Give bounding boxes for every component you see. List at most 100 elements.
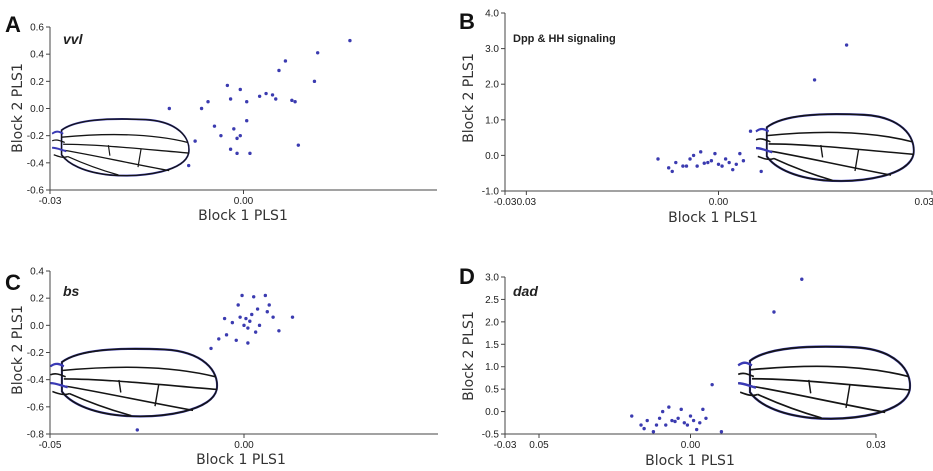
wing-illustration-d [736,345,912,420]
panel-d-x-tick-label: 0.05 [529,440,549,451]
panel-b-data-point [748,129,753,133]
panel-c-data-point [271,315,275,319]
panel-a-data-point [315,51,320,55]
panel-a-data-point [238,133,242,138]
panel-a-data-point [296,143,301,147]
panel-a-data-point [225,83,230,88]
panel-a-data-point [235,136,239,141]
panel-d-ylabel: Block 2 PLS1 [461,311,477,401]
panel-a-y-tick-label: -0.6 [27,186,45,197]
panel-c-data-point [135,428,139,432]
panel-d-data-point [645,418,649,423]
panel-c-data-point [242,323,246,328]
panel-b-data-point [656,157,660,161]
panel-b-data-point [734,162,738,166]
panel-c-xlabel: Block 1 PLS1 [196,452,286,468]
panel-b-data-point [666,166,671,170]
panel-c-data-point [224,333,229,337]
panel-d-y-tick-label: 0.5 [485,385,499,396]
panel-b: B Dpp & HH signaling 4.0 3.0 2.0 1.0 0.0 -1.0… [459,9,933,227]
panel-a: A vvl 0.60.40.20.0-0.2-0.4-0.6-0.03 0.00 … [5,12,437,224]
panel-d-data-point [639,423,643,427]
panel-a-y-tick-label: 0.2 [30,77,44,88]
panel-b-plot-area: 4.03.02.01.00.0-1.0-0.03 0.03 0.00 0.03 [482,9,933,209]
panel-c-data-point [255,307,260,311]
panel-d-y-tick-label: 1.0 [485,362,499,373]
panel-b-data-point [759,169,763,174]
panel-a-data-point [312,79,317,84]
panel-c-plot-area: 0.4 0.2 0.0 -0.2 -0.4 -0.6 -0.8-0.05 0.00 [27,267,438,451]
panel-d-data-point [664,423,668,427]
panel-b-data-point [688,157,692,161]
panel-d-data-point [698,421,702,425]
panel-c-y-tick-label: 0.0 [30,321,44,332]
panel-a-x-tick-label: 0.00 [234,196,254,207]
panel-d-data-point [772,310,776,314]
panel-a-y-tick-label: -0.4 [27,158,45,169]
panel-b-data-point [723,157,728,161]
panel-b-x-tick-label: -0.03 [494,197,517,208]
panel-d-data-point [642,426,646,431]
panel-a-data-point [167,106,172,111]
panel-c-data-point [248,319,252,323]
panel-letter-a: A [5,12,21,37]
panel-c-y-tick-label: -0.4 [27,375,45,386]
panel-c-data-point [209,346,213,351]
panel-b-data-point [706,160,710,165]
panel-a-ylabel: Block 2 PLS1 [10,63,26,153]
panel-b-data-point [699,150,703,154]
panel-c-y-tick-label: -0.6 [27,402,45,413]
panel-a-data-point [248,151,252,156]
panel-d-data-point [676,416,680,420]
panel-a-data-point [193,139,197,143]
panel-d-y-tick-label: -0.5 [482,430,500,441]
panel-a-data-point [348,38,352,43]
panel-a-data-point [219,133,223,138]
panel-a-data-point [186,163,191,168]
panel-c-y-tick-label: -0.2 [27,348,45,359]
panel-a-data-point [277,68,281,73]
panel-c-data-point [240,293,244,298]
panel-d-data-point [701,407,705,412]
panel-b-data-point [702,161,706,165]
panel-d-data-point [688,414,693,418]
panel-a-data-point [212,124,217,128]
panel-c-ylabel: Block 2 PLS1 [10,305,26,395]
panel-b-x-tick-label: 0.03 [517,197,537,208]
panel-b-data-point [731,167,735,172]
panel-c-data-point [217,337,221,341]
panel-c-data-point [252,295,256,299]
panel-b-data-point [812,78,817,82]
panel-a-data-point [206,100,210,104]
panel-c-data-point [244,316,248,321]
panel-b-data-point [674,160,678,165]
panel-c-data-point [267,303,271,307]
panel-a-title: vvl [63,31,84,47]
panel-c-y-tick-label: -0.8 [27,430,45,441]
panel-c-data-point [238,315,242,319]
wing-illustration-b [754,112,915,183]
panel-d-data-point [691,418,696,423]
panel-b-data-point [695,164,699,168]
panel-d-data-point [704,416,708,420]
panel-b-y-tick-label: 0.0 [485,151,499,162]
panel-b-x-tick-label: 0.00 [709,197,729,208]
panel-c-data-point [230,320,235,325]
panel-c-x-tick-label: -0.05 [39,440,62,451]
panel-a-data-point [257,94,262,98]
panel-b-y-tick-label: 2.0 [485,80,499,91]
panel-c-data-point [263,293,268,298]
panel-d-title: dad [513,283,538,299]
panel-d-x-tick-label: -0.03 [494,440,517,451]
panel-a-data-point [270,93,275,97]
panel-b-data-point [684,164,689,168]
panel-b-y-tick-label: 4.0 [485,9,499,20]
panel-c-y-tick-label: 0.2 [30,294,44,305]
panel-b-data-point [741,159,746,163]
panel-a-data-point [245,100,249,104]
panel-d-y-tick-label: 3.0 [485,273,499,284]
panel-d-y-tick-label: 2.5 [485,295,499,306]
panel-b-data-point [738,151,742,156]
panel-b-y-tick-label: 3.0 [485,44,499,55]
